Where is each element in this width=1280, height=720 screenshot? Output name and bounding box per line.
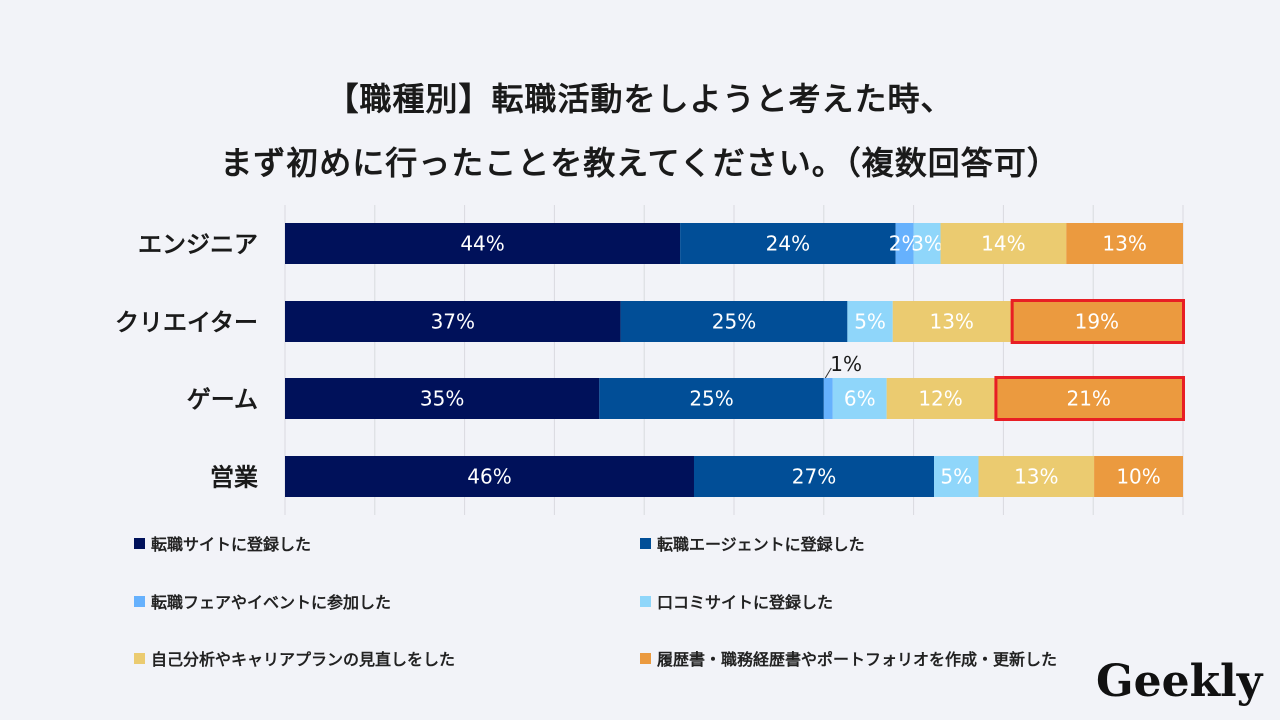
- bar-segment: [934, 456, 979, 497]
- bar-segment: [823, 378, 833, 419]
- legend-swatch: [640, 595, 651, 607]
- data-label: 44%: [460, 232, 504, 256]
- bar-segment: [913, 223, 941, 264]
- bar-segment: [1066, 223, 1183, 264]
- geekly-logo: Geekly: [1096, 656, 1263, 707]
- bar-segment: [847, 301, 893, 342]
- data-label: 12%: [918, 387, 962, 411]
- data-label: 1%: [830, 352, 862, 376]
- bar-segment: [1094, 456, 1183, 497]
- legend-label: 履歴書・職務経歴書やポートフォリオを作成・更新した: [657, 650, 1058, 669]
- data-label: 10%: [1116, 465, 1160, 489]
- highlight-box: [1010, 299, 1185, 344]
- bar-segment: [1010, 301, 1183, 342]
- bar-segment: [285, 456, 694, 497]
- bar-segment: [895, 223, 914, 264]
- data-label: 25%: [689, 387, 733, 411]
- legend-swatch: [134, 652, 145, 664]
- legend-item: 転職サイトに登録した: [134, 531, 311, 555]
- category-label: クリエイター: [115, 309, 258, 337]
- legend-item: 履歴書・職務経歴書やポートフォリオを作成・更新した: [640, 646, 1057, 670]
- data-label: 21%: [1066, 387, 1110, 411]
- data-label: 3%: [911, 232, 943, 256]
- bar-segment: [940, 223, 1067, 264]
- legend-item: 口コミサイトに登録した: [640, 589, 833, 613]
- data-label: 13%: [1014, 465, 1058, 489]
- legend-label: 口コミサイトに登録した: [657, 593, 834, 612]
- data-label: 25%: [712, 310, 756, 334]
- data-label: 14%: [981, 232, 1025, 256]
- data-label: 6%: [844, 387, 876, 411]
- bar-segment: [285, 301, 621, 342]
- bar-segment: [620, 301, 848, 342]
- bar-segment: [832, 378, 887, 419]
- label-leader-line: [824, 367, 832, 379]
- bar-segment: [680, 223, 896, 264]
- bar-segment: [285, 223, 681, 264]
- bar-segment: [978, 456, 1095, 497]
- legend-item: 自己分析やキャリアプランの見直しをした: [134, 646, 455, 670]
- data-label: 24%: [766, 232, 810, 256]
- legend-label: 自己分析やキャリアプランの見直しをした: [151, 650, 456, 669]
- bar-segment: [886, 378, 995, 419]
- data-label: 13%: [929, 310, 973, 334]
- data-label: 27%: [792, 465, 836, 489]
- category-label: 営業: [210, 464, 258, 492]
- legend-swatch: [640, 537, 651, 549]
- data-label: 13%: [1102, 232, 1146, 256]
- legend-swatch: [640, 652, 651, 664]
- legend-item: 転職エージェントに登録した: [640, 531, 865, 555]
- data-label: 5%: [940, 465, 972, 489]
- data-label: 35%: [420, 387, 464, 411]
- category-label: ゲーム: [187, 386, 258, 414]
- legend-swatch: [134, 537, 145, 549]
- legend-item: 転職フェアやイベントに参加した: [134, 589, 391, 613]
- data-label: 46%: [467, 465, 511, 489]
- data-label: 19%: [1075, 310, 1119, 334]
- data-label: 5%: [854, 310, 886, 334]
- bar-segment: [285, 378, 600, 419]
- legend-label: 転職フェアやイベントに参加した: [151, 593, 392, 612]
- data-label: 37%: [431, 310, 475, 334]
- highlight-box: [994, 376, 1185, 421]
- legend-swatch: [134, 595, 145, 607]
- category-label: エンジニア: [138, 231, 258, 259]
- chart-title-line1: 【職種別】転職活動をしようと考えた時、: [326, 80, 954, 118]
- bar-segment: [693, 456, 935, 497]
- bar-segment: [599, 378, 824, 419]
- legend-label: 転職エージェントに登録した: [657, 535, 865, 554]
- legend-label: 転職サイトに登録した: [151, 535, 312, 554]
- chart-title-line2: まず初めに行ったことを教えてください。（複数回答可）: [220, 144, 1060, 182]
- bar-segment: [892, 301, 1011, 342]
- bar-segment: [994, 378, 1183, 419]
